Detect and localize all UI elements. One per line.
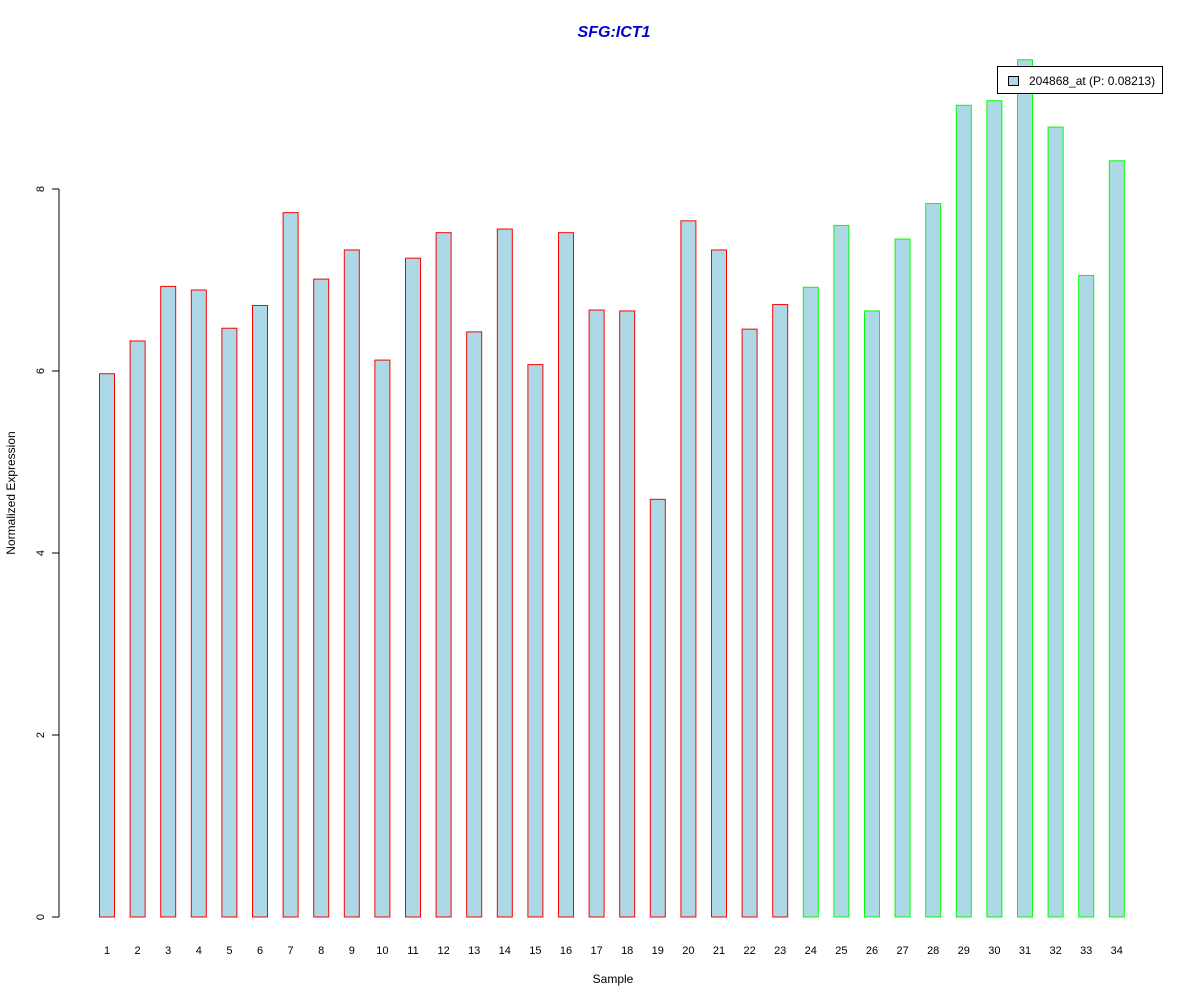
x-tick-label: 8 [318, 945, 324, 957]
x-tick-label: 26 [866, 945, 878, 957]
y-tick-label: 6 [35, 368, 47, 374]
x-tick-label: 1 [104, 945, 110, 957]
y-tick-label: 0 [35, 914, 47, 920]
x-tick-label: 28 [927, 945, 939, 957]
x-tick-label: 10 [376, 945, 388, 957]
bars-group [99, 59, 1125, 918]
bar-sample-23 [772, 304, 789, 918]
bar-sample-18 [619, 310, 636, 918]
bar-sample-16 [558, 232, 574, 918]
bar-sample-26 [864, 310, 880, 918]
bar-sample-30 [986, 100, 1003, 918]
bar-sample-20 [680, 220, 697, 918]
x-tick-label: 23 [774, 945, 786, 957]
bar-sample-32 [1047, 126, 1064, 918]
bar-sample-19 [649, 498, 666, 918]
x-tick-label: 14 [499, 945, 511, 957]
bar-sample-27 [894, 238, 911, 918]
x-tick-label: 27 [896, 945, 908, 957]
x-tick-label: 2 [135, 945, 141, 957]
x-tick-label: 25 [835, 945, 847, 957]
x-tick-label: 32 [1049, 945, 1061, 957]
x-tick-label: 7 [288, 945, 294, 957]
bar-sample-11 [405, 257, 421, 918]
y-tick-label: 8 [35, 186, 47, 192]
x-tick-label: 21 [713, 945, 725, 957]
x-tick-label: 20 [682, 945, 694, 957]
x-tick-label: 4 [196, 945, 202, 957]
bar-sample-4 [190, 289, 207, 918]
bar-sample-29 [955, 104, 972, 918]
bar-sample-34 [1108, 160, 1125, 918]
x-tick-label: 15 [529, 945, 541, 957]
bar-sample-21 [711, 249, 727, 918]
x-tick-label: 33 [1080, 945, 1092, 957]
x-tick-label: 12 [437, 945, 449, 957]
x-tick-label: 31 [1019, 945, 1031, 957]
bar-sample-13 [466, 331, 483, 918]
bar-sample-8 [313, 278, 330, 918]
x-axis-label: Sample [593, 972, 634, 986]
bar-sample-22 [741, 328, 758, 918]
x-tick-label: 24 [805, 945, 817, 957]
x-tick-label: 9 [349, 945, 355, 957]
x-tick-label: 11 [407, 945, 418, 957]
legend-label: 204868_at (P: 0.08213) [1029, 74, 1156, 88]
x-tick-label: 3 [165, 945, 171, 957]
bar-sample-9 [343, 249, 360, 918]
bar-sample-28 [925, 203, 942, 918]
bar-sample-1 [99, 373, 115, 918]
x-tick-label: 6 [257, 945, 263, 957]
x-tick-label: 34 [1111, 945, 1123, 957]
x-tick-label: 30 [988, 945, 1000, 957]
chart-title: SFG:ICT1 [578, 24, 651, 41]
bar-sample-7 [282, 212, 299, 918]
bar-sample-6 [252, 304, 268, 918]
x-tick-label: 16 [560, 945, 572, 957]
bar-sample-33 [1078, 274, 1095, 918]
bar-sample-24 [802, 286, 819, 918]
x-tick-label: 22 [743, 945, 755, 957]
bar-sample-12 [435, 232, 452, 918]
y-axis-label: Normalized Expression [4, 431, 18, 554]
bar-sample-31 [1017, 59, 1033, 918]
x-tick-label: 19 [652, 945, 664, 957]
y-tick-label: 4 [35, 550, 47, 556]
legend: 204868_at (P: 0.08213) [997, 66, 1163, 94]
x-tick-labels: 1 2 3 4 5 6 7 8 9 10 11 12 13 14 15 16 17 18 19 20 21 22 23 24 2… [104, 945, 1123, 957]
bar-sample-15 [527, 364, 544, 918]
bar-sample-14 [496, 228, 513, 918]
bar-sample-25 [833, 224, 850, 918]
bar-sample-2 [129, 340, 146, 918]
y-tick-label: 2 [35, 732, 47, 738]
bar-sample-3 [160, 285, 177, 918]
x-tick-label: 5 [226, 945, 232, 957]
x-tick-label: 29 [958, 945, 970, 957]
legend-swatch [1008, 76, 1019, 86]
bar-sample-17 [588, 309, 605, 918]
bar-sample-5 [221, 327, 238, 918]
x-tick-label: 18 [621, 945, 633, 957]
x-tick-label: 13 [468, 945, 480, 957]
y-axis: 0 2 4 6 8 [35, 186, 60, 920]
bar-sample-10 [374, 359, 391, 918]
x-tick-label: 17 [590, 945, 602, 957]
